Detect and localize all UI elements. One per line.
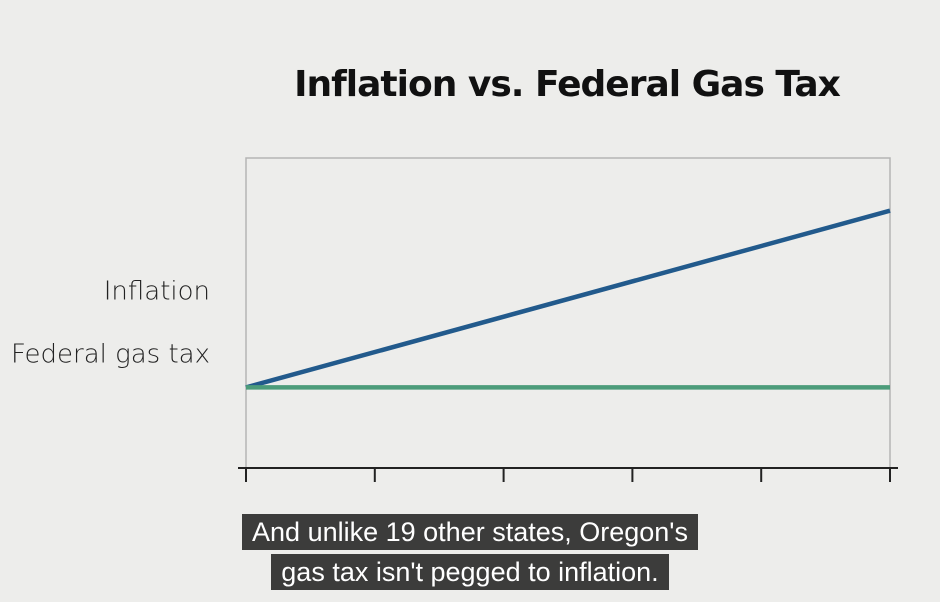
caption-line: gas tax isn't pegged to inflation. (0, 552, 940, 592)
caption-line: And unlike 19 other states, Oregon's (0, 512, 940, 552)
series-label: Federal gas tax (11, 340, 210, 370)
series-label: Inflation (104, 277, 210, 307)
chart-title: Inflation vs. Federal Gas Tax (294, 64, 841, 105)
plot-frame (245, 157, 891, 469)
series-line (245, 208, 891, 390)
caption-text: And unlike 19 other states, Oregon's (242, 514, 698, 550)
caption-text: gas tax isn't pegged to inflation. (271, 554, 669, 590)
